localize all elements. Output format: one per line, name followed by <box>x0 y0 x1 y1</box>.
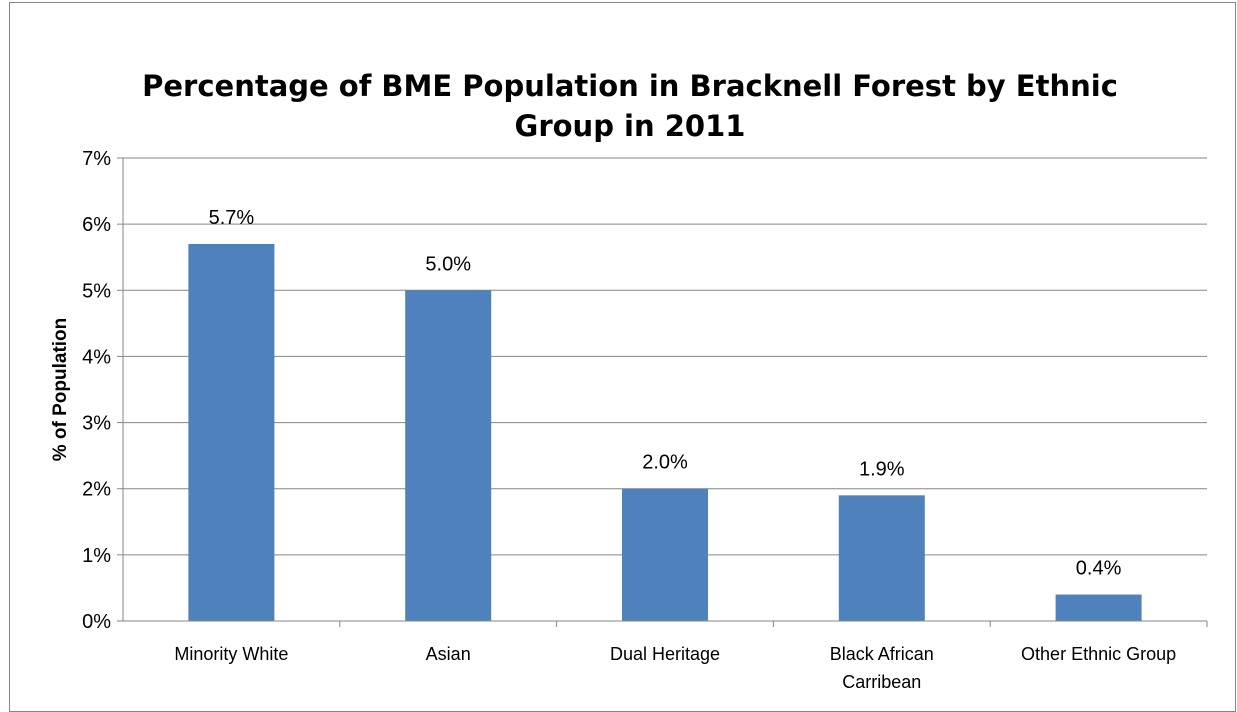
y-tick-label: 7% <box>82 148 111 170</box>
bar <box>622 488 708 621</box>
data-labels: 5.7% 5.0% 2.0% 1.9% 0.4% <box>209 207 1122 580</box>
y-tick-label: 1% <box>82 545 111 567</box>
x-tick-label-line: Asian <box>426 644 471 664</box>
y-axis-label: % of Population <box>50 318 71 462</box>
data-label: 1.9% <box>859 458 905 480</box>
x-tick-label: Minority White <box>174 644 288 664</box>
x-tick-label: Black African Carribean <box>830 644 934 692</box>
gridlines <box>123 157 1207 556</box>
y-axis-ticks: 0% 1% 2% 3% 4% 5% 6% 7% <box>82 148 123 633</box>
chart-title-line: Percentage of BME Population in Bracknel… <box>142 69 1118 103</box>
bar <box>1055 594 1142 621</box>
x-tick-label-line: Dual Heritage <box>610 644 720 664</box>
y-tick-label: 4% <box>82 346 111 368</box>
chart-title-line: Group in 2011 <box>515 109 746 143</box>
bar <box>838 495 925 621</box>
x-axis-ticks: Minority White Asian Dual Heritage Black Af… <box>174 621 1208 692</box>
bar <box>405 290 492 621</box>
data-label: 5.0% <box>425 253 471 275</box>
x-tick-label-line: Carribean <box>842 672 921 692</box>
x-tick-label-line: Minority White <box>174 644 288 664</box>
y-tick-label: 0% <box>82 611 111 633</box>
data-label: 5.7% <box>209 207 255 229</box>
bar <box>188 243 275 621</box>
y-tick-label: 6% <box>82 214 111 236</box>
y-tick-label: 3% <box>82 413 111 435</box>
y-tick-label: 2% <box>82 479 111 501</box>
data-label: 2.0% <box>642 452 688 474</box>
x-tick-label: Asian <box>426 644 471 664</box>
y-tick-label: 5% <box>82 280 111 302</box>
x-tick-label-line: Black African <box>830 644 934 664</box>
bars <box>188 243 1142 621</box>
chart-title: Percentage of BME Population in Bracknel… <box>142 69 1118 143</box>
x-tick-label: Dual Heritage <box>610 644 720 664</box>
x-tick-label: Other Ethnic Group <box>1021 644 1176 664</box>
data-label: 0.4% <box>1076 558 1122 580</box>
x-tick-label-line: Other Ethnic Group <box>1021 644 1176 664</box>
